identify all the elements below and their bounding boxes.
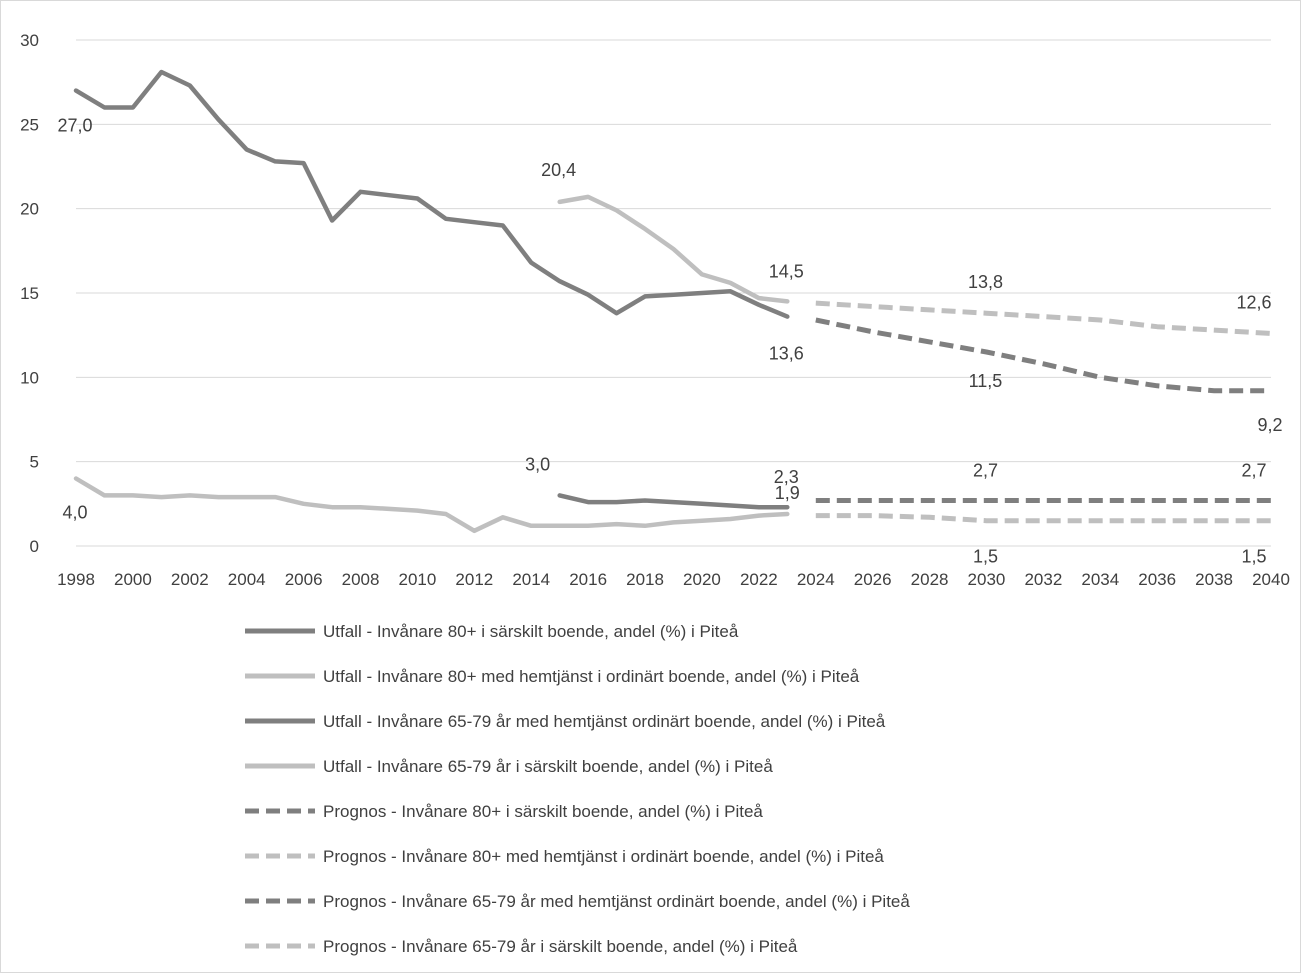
series-line-8 [815,513,1271,524]
legend-label: Utfall - Invånare 80+ i särskilt boende,… [323,622,739,641]
legend-label: Utfall - Invånare 65-79 år med hemtjänst… [323,712,886,731]
x-tick-label: 2024 [797,570,835,589]
legend-label: Prognos - Invånare 65-79 år i särskilt b… [323,937,798,956]
legend-item: Prognos - Invånare 65-79 år med hemtjäns… [245,892,910,911]
x-tick-label: 2000 [114,570,152,589]
data-label: 13,8 [968,272,1003,292]
legend-item: Prognos - Invånare 65-79 år i särskilt b… [245,937,798,956]
legend-item: Utfall - Invånare 65-79 år i särskilt bo… [245,757,773,776]
data-label: 1,9 [775,483,800,503]
series-line-5 [815,317,1271,394]
data-label: 13,6 [769,344,804,364]
y-axis: 0 5 10 15 20 25 30 [20,31,39,556]
x-tick-label: 2012 [455,570,493,589]
legend-label: Utfall - Invånare 65-79 år i särskilt bo… [323,757,773,776]
x-tick-label: 2020 [683,570,721,589]
legend-label: Prognos - Invånare 80+ med hemtjänst i o… [323,847,884,866]
legend-label: Prognos - Invånare 65-79 år med hemtjäns… [323,892,910,911]
x-tick-label: 2026 [854,570,892,589]
legend-label: Prognos - Invånare 80+ i särskilt boende… [323,802,763,821]
gridlines [76,39,1271,547]
x-tick-label: 1998 [57,570,95,589]
legend-item: Utfall - Invånare 80+ i särskilt boende,… [245,622,739,641]
x-tick-label: 2014 [512,570,550,589]
series-line-3 [557,493,790,510]
x-tick-label: 2028 [911,570,949,589]
data-label: 2,7 [1241,460,1266,480]
x-tick-label: 2030 [968,570,1006,589]
x-tick-label: 2010 [399,570,437,589]
data-label: 9,2 [1257,415,1282,435]
x-tick-label: 2036 [1138,570,1176,589]
series-line-1 [73,69,790,319]
y-tick-label: 15 [20,284,39,303]
data-label: 1,5 [973,547,998,567]
legend-label: Utfall - Invånare 80+ med hemtjänst i or… [323,667,860,686]
data-label: 3,0 [525,454,550,474]
legend-item: Utfall - Invånare 80+ med hemtjänst i or… [245,667,860,686]
x-tick-label: 2018 [626,570,664,589]
y-tick-label: 20 [20,200,39,219]
x-tick-label: 2004 [228,570,266,589]
series-line-6 [815,300,1272,336]
x-tick-label: 2008 [342,570,380,589]
data-label: 12,6 [1236,292,1271,312]
data-label: 2,7 [973,460,998,480]
data-label: 4,0 [62,503,87,523]
x-tick-label: 2032 [1024,570,1062,589]
data-label: 2,3 [774,467,799,487]
x-tick-label: 2034 [1081,570,1119,589]
series-lines [73,69,1272,534]
series-line-4 [73,476,790,534]
legend: Utfall - Invånare 80+ i särskilt boende,… [245,622,910,956]
x-axis: 1998 2000 2002 2004 2006 2008 2010 2012 2014 2016… [57,570,1290,589]
y-tick-label: 0 [30,537,39,556]
data-label: 11,5 [969,371,1003,391]
x-tick-label: 2016 [569,570,607,589]
data-label: 1,5 [1241,547,1266,567]
series-line-2 [557,194,790,304]
x-tick-label: 2040 [1252,570,1290,589]
legend-item: Prognos - Invånare 80+ i särskilt boende… [245,802,763,821]
data-labels: 27,0 13,6 20,4 14,5 3,0 2,3 4,0 1,9 11,5 9,2 13,8 1… [57,116,1282,567]
data-label: 14,5 [769,261,804,281]
y-tick-label: 25 [20,115,39,134]
x-tick-label: 2022 [740,570,778,589]
y-tick-label: 5 [30,453,39,472]
legend-item: Utfall - Invånare 65-79 år med hemtjänst… [245,712,886,731]
y-tick-label: 30 [20,31,39,50]
x-tick-label: 2002 [171,570,209,589]
x-tick-label: 2038 [1195,570,1233,589]
data-label: 27,0 [57,116,92,136]
x-tick-label: 2006 [285,570,323,589]
data-label: 20,4 [541,160,576,180]
legend-item: Prognos - Invånare 80+ med hemtjänst i o… [245,847,884,866]
y-tick-label: 10 [20,368,39,387]
